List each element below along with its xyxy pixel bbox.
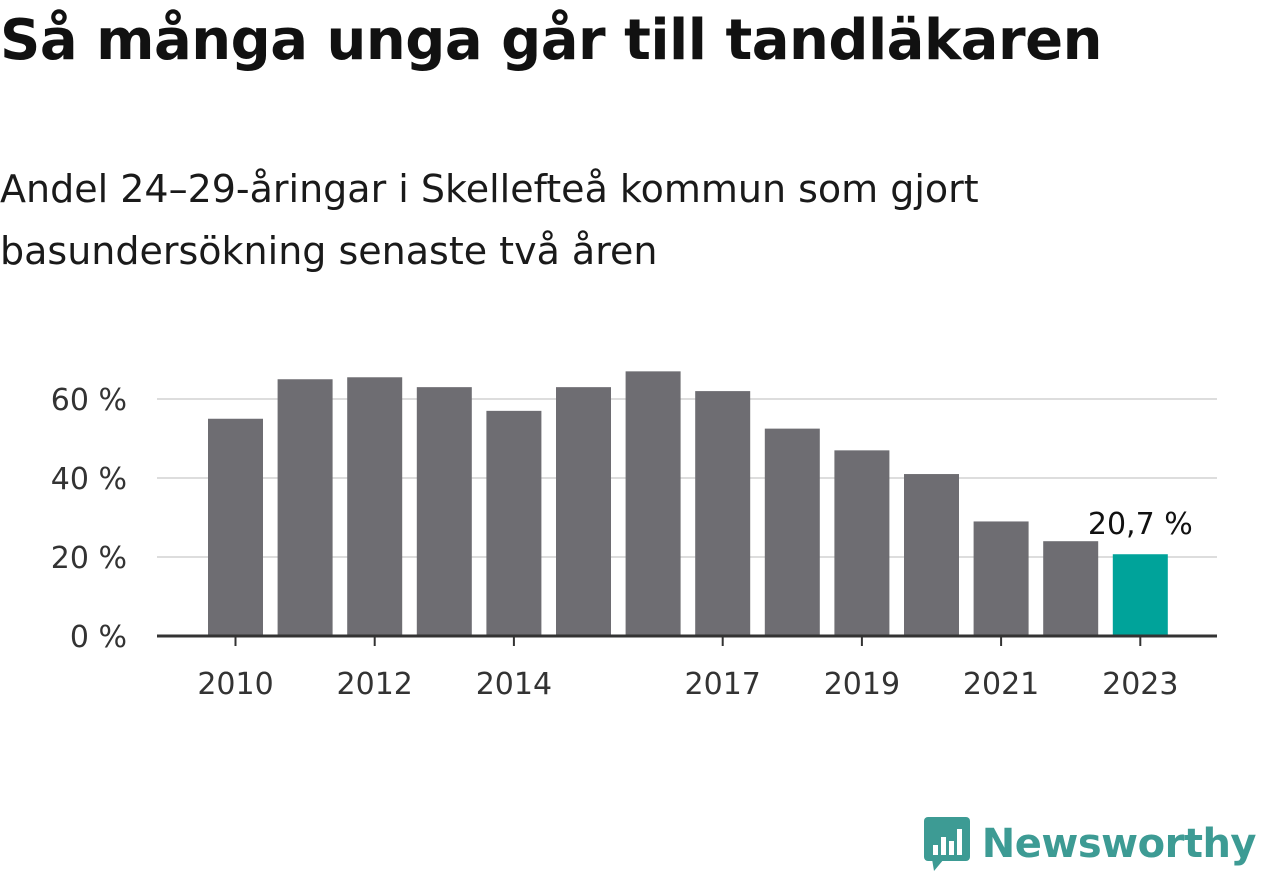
x-tick-label: 2023 xyxy=(1102,667,1178,702)
bar xyxy=(208,418,263,636)
data-label: 20,7 % xyxy=(1088,507,1193,542)
y-tick-label: 60 % xyxy=(51,383,127,418)
y-tick-label: 0 % xyxy=(70,620,127,655)
y-tick-label: 40 % xyxy=(51,462,127,497)
bar xyxy=(695,391,751,636)
y-tick-label: 20 % xyxy=(51,541,127,576)
bar xyxy=(625,371,681,636)
bar xyxy=(764,428,820,636)
x-tick-label: 2012 xyxy=(337,667,413,702)
x-tick-label: 2014 xyxy=(476,667,552,702)
bar-chart-speech-bubble-icon xyxy=(923,817,970,871)
bar xyxy=(556,387,611,636)
bar-highlighted xyxy=(1112,554,1168,636)
bar xyxy=(973,521,1029,636)
bar xyxy=(904,474,959,636)
chart-subtitle-line-2: basundersökning senaste två åren xyxy=(0,229,658,273)
bar xyxy=(416,387,472,636)
x-tick-label: 2010 xyxy=(197,667,273,702)
bar xyxy=(486,410,542,636)
bar xyxy=(834,450,890,636)
bar xyxy=(1043,541,1099,636)
bar xyxy=(277,379,333,636)
chart-title: Så många unga går till tandläkaren xyxy=(0,8,1102,73)
bar xyxy=(347,377,403,636)
bar-chart: 0 % 20 % 40 % 60 % 20,7 % 2010 2012 2014 2017 201… xyxy=(51,371,1217,702)
logo-text: Newsworthy xyxy=(981,821,1257,867)
x-tick-label: 2019 xyxy=(824,667,900,702)
newsworthy-logo: Newsworthy xyxy=(922,815,1257,873)
chart-subtitle-line-1: Andel 24–29-åringar i Skellefteå kommun … xyxy=(0,167,979,211)
x-tick-label: 2017 xyxy=(685,667,761,702)
x-tick-label: 2021 xyxy=(963,667,1039,702)
chart-subtitle: Andel 24–29-åringar i Skellefteå kommun … xyxy=(0,158,1200,282)
